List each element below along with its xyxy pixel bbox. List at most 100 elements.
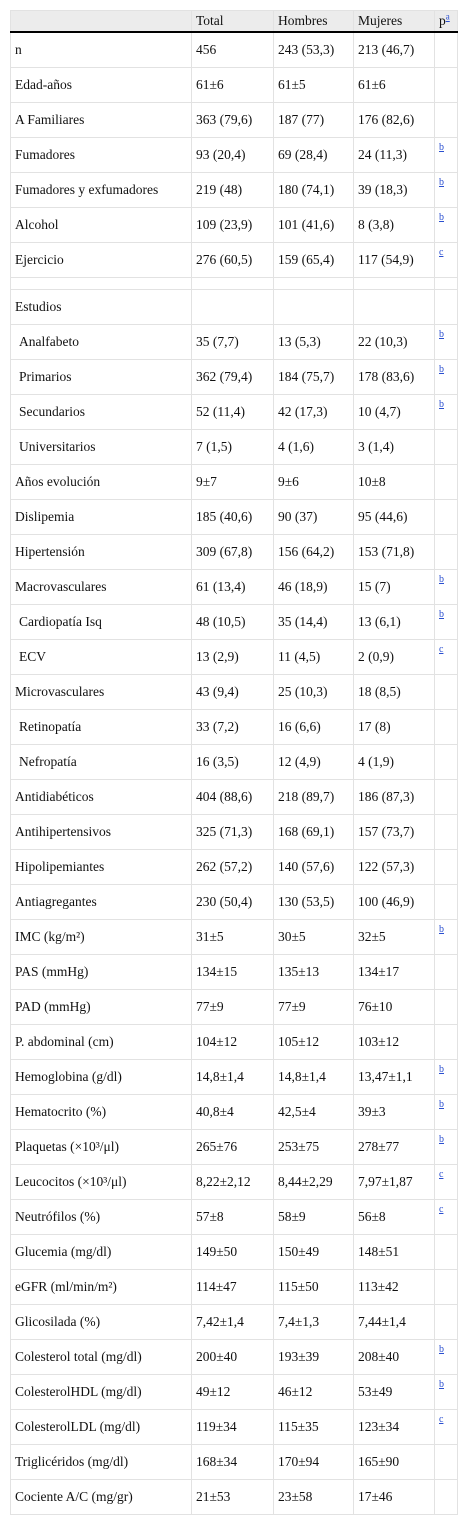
value-cell: 77±9 <box>273 989 354 1025</box>
footnote-link[interactable]: c <box>439 1414 444 1425</box>
table-row: n 456 243 (53,3) 213 (46,7) <box>10 31 458 68</box>
value-cell: 12 (4,9) <box>273 744 354 780</box>
p-cell: c <box>434 639 458 675</box>
table-row: Glicosilada (%) 7,42±1,4 7,4±1,3 7,44±1,4 <box>10 1304 458 1340</box>
value-cell: 134±15 <box>191 954 274 990</box>
empty-cell <box>353 277 435 290</box>
value-cell: 325 (71,3) <box>191 814 274 850</box>
row-label: Ejercicio <box>10 242 192 278</box>
value-cell: 218 (89,7) <box>273 779 354 815</box>
value-cell: 185 (40,6) <box>191 499 274 535</box>
value-cell: 42,5±4 <box>273 1094 354 1130</box>
table-row: Colesterol total (mg/dl) 200±40 193±39 208±… <box>10 1339 458 1375</box>
footnote-link[interactable]: c <box>439 1204 444 1215</box>
footnote-link[interactable]: b <box>439 329 444 340</box>
value-cell: 76±10 <box>353 989 435 1025</box>
value-cell: 159 (65,4) <box>273 242 354 278</box>
value-cell: 16 (3,5) <box>191 744 274 780</box>
empty-cell <box>191 289 274 325</box>
footnote-link[interactable]: b <box>439 1379 444 1390</box>
row-label: Antidiabéticos <box>10 779 192 815</box>
value-cell: 31±5 <box>191 919 274 955</box>
footnote-link[interactable]: a <box>445 11 450 22</box>
footnote-link[interactable]: b <box>439 399 444 410</box>
row-label: Antiagregantes <box>10 884 192 920</box>
row-label: ECV <box>10 639 192 675</box>
p-cell <box>434 429 458 465</box>
table-row: Secundarios 52 (11,4) 42 (17,3) 10 (4,7) b <box>10 394 458 430</box>
p-cell <box>434 1234 458 1270</box>
value-cell: 14,8±1,4 <box>273 1059 354 1095</box>
footnote-link[interactable]: c <box>439 247 444 258</box>
footnote-link[interactable]: b <box>439 177 444 188</box>
value-cell: 9±6 <box>273 464 354 500</box>
value-cell: 200±40 <box>191 1339 274 1375</box>
footnote-link[interactable]: b <box>439 1344 444 1355</box>
table-row: Universitarios 7 (1,5) 4 (1,6) 3 (1,4) <box>10 429 458 465</box>
footnote-link[interactable]: b <box>439 1064 444 1075</box>
table-row: Retinopatía 33 (7,2) 16 (6,6) 17 (8) <box>10 709 458 745</box>
p-cell <box>434 814 458 850</box>
table-row: IMC (kg/m²) 31±5 30±5 32±5 b <box>10 919 458 955</box>
empty-cell <box>434 277 458 290</box>
value-cell: 33 (7,2) <box>191 709 274 745</box>
row-label: ColesterolHDL (mg/dl) <box>10 1374 192 1410</box>
value-cell: 178 (83,6) <box>353 359 435 395</box>
footnote-link[interactable]: b <box>439 142 444 153</box>
value-cell: 219 (48) <box>191 172 274 208</box>
value-cell: 8,44±2,29 <box>273 1164 354 1200</box>
table-row: Glucemia (mg/dl) 149±50 150±49 148±51 <box>10 1234 458 1270</box>
empty-cell <box>191 277 274 290</box>
p-cell: b <box>434 1374 458 1410</box>
value-cell: 114±47 <box>191 1269 274 1305</box>
p-cell: c <box>434 242 458 278</box>
value-cell: 157 (73,7) <box>353 814 435 850</box>
value-cell: 3 (1,4) <box>353 429 435 465</box>
footnote-link[interactable]: b <box>439 1134 444 1145</box>
p-cell <box>434 1479 458 1515</box>
row-label: eGFR (ml/min/m²) <box>10 1269 192 1305</box>
value-cell: 52 (11,4) <box>191 394 274 430</box>
footnote-link[interactable]: b <box>439 924 444 935</box>
value-cell: 35 (7,7) <box>191 324 274 360</box>
value-cell: 9±7 <box>191 464 274 500</box>
row-label: Antihipertensivos <box>10 814 192 850</box>
table-row: eGFR (ml/min/m²) 114±47 115±50 113±42 <box>10 1269 458 1305</box>
value-cell: 4 (1,6) <box>273 429 354 465</box>
row-label: Colesterol total (mg/dl) <box>10 1339 192 1375</box>
footnote-link[interactable]: b <box>439 212 444 223</box>
footnote-link[interactable]: b <box>439 609 444 620</box>
p-cell: b <box>434 1339 458 1375</box>
table-row: P. abdominal (cm) 104±12 105±12 103±12 <box>10 1024 458 1060</box>
row-label: Triglicéridos (mg/dl) <box>10 1444 192 1480</box>
row-label: Nefropatía <box>10 744 192 780</box>
table-row: ColesterolHDL (mg/dl) 49±12 46±12 53±49 b <box>10 1374 458 1410</box>
p-cell: b <box>434 569 458 605</box>
table-row: A Familiares 363 (79,6) 187 (77) 176 (82,6) <box>10 102 458 138</box>
row-label: Macrovasculares <box>10 569 192 605</box>
empty-cell <box>353 289 435 325</box>
value-cell: 119±34 <box>191 1409 274 1445</box>
value-cell: 49±12 <box>191 1374 274 1410</box>
value-cell: 61±6 <box>353 67 435 103</box>
p-label: p <box>439 13 446 28</box>
value-cell: 456 <box>191 31 274 68</box>
table-row: Triglicéridos (mg/dl) 168±34 170±94 165±90 <box>10 1444 458 1480</box>
value-cell: 13 (6,1) <box>353 604 435 640</box>
value-cell: 363 (79,6) <box>191 102 274 138</box>
value-cell: 90 (37) <box>273 499 354 535</box>
p-cell <box>434 779 458 815</box>
value-cell: 165±90 <box>353 1444 435 1480</box>
value-cell: 39±3 <box>353 1094 435 1130</box>
footnote-link[interactable]: b <box>439 1099 444 1110</box>
footnote-link[interactable]: c <box>439 644 444 655</box>
footnote-link[interactable]: b <box>439 364 444 375</box>
header-cell: Hombres <box>273 10 354 33</box>
table-row: Hipolipemiantes 262 (57,2) 140 (57,6) 122 (… <box>10 849 458 885</box>
footnote-link[interactable]: b <box>439 574 444 585</box>
value-cell: 208±40 <box>353 1339 435 1375</box>
row-label: Fumadores y exfumadores <box>10 172 192 208</box>
p-cell <box>434 1024 458 1060</box>
footnote-link[interactable]: c <box>439 1169 444 1180</box>
value-cell: 103±12 <box>353 1024 435 1060</box>
